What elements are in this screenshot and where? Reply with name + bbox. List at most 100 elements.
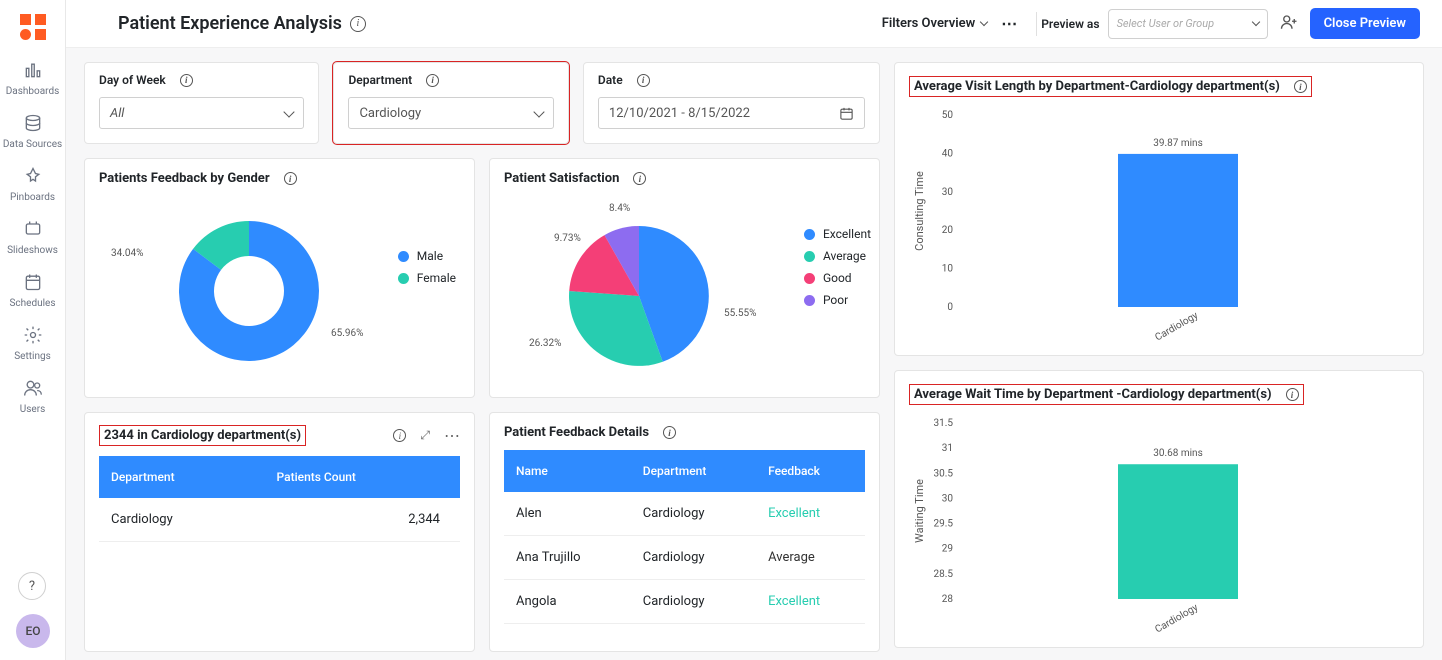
info-icon[interactable]: i [663, 426, 676, 439]
svg-text:30.68 mins: 30.68 mins [1153, 448, 1202, 459]
sidebar-item-datasources[interactable]: Data Sources [3, 113, 63, 150]
pie-label: 8.4% [609, 203, 630, 214]
sidebar-item-schedules[interactable]: Schedules [3, 272, 63, 309]
legend-item: Average [804, 249, 871, 263]
info-icon[interactable]: i [637, 74, 650, 87]
wait-time-panel: Average Wait Time by Department -Cardiol… [894, 370, 1424, 648]
filter-day-of-week: Day of Weeki All [84, 62, 319, 144]
chevron-down-icon [533, 106, 544, 117]
table-row[interactable]: AngolaCardiologyExcellent [504, 580, 865, 624]
panel-title: Patient Feedback Details [504, 425, 649, 440]
table-row[interactable]: Ana TrujilloCardiologyAverage [504, 536, 865, 580]
count-panel-title: 2344 in Cardiology department(s) [99, 425, 306, 446]
preview-as-label: Preview as [1041, 17, 1099, 31]
legend-label: Excellent [823, 227, 871, 241]
count-table: Department Patients Count Cardiology2,34… [99, 456, 460, 542]
table-row[interactable]: Cardiology2,344 [99, 498, 460, 542]
feedback-table: Name Department Feedback AlenCardiologyE… [504, 450, 865, 624]
pie-label: 26.32% [529, 338, 561, 349]
page-title: Patient Experience Analysis [118, 13, 342, 34]
legend-item: Excellent [804, 227, 871, 241]
svg-text:29.5: 29.5 [934, 519, 954, 530]
filters-overview-button[interactable]: Filters Overview [882, 16, 988, 31]
svg-text:50: 50 [942, 110, 954, 121]
day-of-week-select[interactable]: All [99, 97, 304, 129]
info-icon[interactable]: i [1286, 388, 1299, 401]
wait-time-bar-chart: Waiting Time2828.52929.53030.53131.530.6… [909, 405, 1407, 639]
svg-text:Cardiology: Cardiology [1153, 310, 1200, 343]
info-icon[interactable]: i [350, 16, 366, 32]
info-icon[interactable]: i [180, 74, 193, 87]
add-user-icon[interactable] [1280, 13, 1298, 35]
pie-label: 55.55% [724, 308, 756, 319]
donut-label-female: 34.04% [111, 248, 143, 259]
close-preview-button[interactable]: Close Preview [1310, 8, 1420, 39]
more-menu-button[interactable]: ⋯ [1001, 14, 1018, 33]
table-row[interactable]: AlenCardiologyExcellent [504, 492, 865, 536]
sidebar-item-dashboards[interactable]: Dashboards [3, 60, 63, 97]
more-icon[interactable]: ⋯ [444, 426, 460, 445]
svg-text:28.5: 28.5 [934, 569, 954, 580]
svg-text:10: 10 [942, 264, 954, 275]
svg-text:30: 30 [942, 493, 954, 504]
divider [1036, 12, 1037, 36]
chevron-down-icon [284, 106, 295, 117]
filter-value: Cardiology [359, 106, 421, 121]
legend-label: Average [823, 249, 866, 263]
filter-department: Department i Cardiology [333, 62, 568, 144]
sidebar-item-pinboards[interactable]: Pinboards [3, 166, 63, 203]
svg-text:20: 20 [942, 225, 954, 236]
table-header[interactable]: Name [504, 450, 631, 492]
table-header[interactable]: Feedback [756, 450, 865, 492]
legend-label: Male [417, 249, 443, 263]
donut-label-male: 65.96% [331, 328, 363, 339]
preview-select-placeholder: Select User or Group [1117, 17, 1215, 30]
sidebar-item-slideshows[interactable]: Slideshows [3, 219, 63, 256]
legend-item: Female [398, 271, 456, 285]
gender-donut-chart: 65.96% 34.04% [99, 186, 379, 376]
expand-icon[interactable]: ⤢ [420, 428, 430, 443]
table-header[interactable]: Department [631, 450, 756, 492]
info-icon[interactable]: i [633, 172, 646, 185]
department-select[interactable]: Cardiology [348, 97, 553, 129]
svg-text:Cardiology: Cardiology [1153, 602, 1200, 635]
preview-as-select[interactable]: Select User or Group [1108, 9, 1268, 39]
svg-text:39.87 mins: 39.87 mins [1153, 138, 1202, 149]
count-panel: 2344 in Cardiology department(s) i ⤢ ⋯ D… [84, 412, 475, 652]
calendar-icon [839, 106, 854, 121]
help-button[interactable]: ? [18, 572, 46, 600]
info-icon[interactable]: i [393, 429, 406, 442]
sidebar-item-settings[interactable]: Settings [3, 325, 63, 362]
svg-text:28: 28 [942, 594, 954, 605]
filter-label: Date [598, 73, 623, 87]
legend-item: Poor [804, 293, 871, 307]
svg-text:40: 40 [942, 148, 954, 159]
table-header[interactable]: Patients Count [265, 456, 460, 498]
panel-title: Patient Satisfaction [504, 171, 619, 186]
panel-title: Average Wait Time by Department -Cardiol… [914, 387, 1272, 402]
filter-date: Date i 12/10/2021 - 8/15/2022 [583, 62, 880, 144]
info-icon[interactable]: i [284, 172, 297, 185]
filter-label: Department [348, 73, 412, 87]
svg-text:29: 29 [942, 544, 953, 555]
dashboard-canvas: Day of Weeki All Departmenti Cardiology … [66, 48, 1442, 660]
legend-item: Male [398, 249, 456, 263]
satisfaction-chart-panel: Patient Satisfactioni 55.55% 26.32% 9.73… [489, 158, 880, 398]
info-icon[interactable]: i [426, 74, 439, 87]
table-header[interactable]: Department [99, 456, 265, 498]
filters-overview-label: Filters Overview [882, 16, 976, 31]
svg-text:Consulting Time: Consulting Time [913, 171, 926, 251]
legend-label: Poor [823, 293, 848, 307]
panel-title: Patients Feedback by Gender [99, 171, 270, 186]
svg-text:Waiting Time: Waiting Time [913, 479, 926, 543]
legend-item: Good [804, 271, 871, 285]
legend-label: Good [823, 271, 852, 285]
panel-title: Average Visit Length by Department-Cardi… [914, 79, 1280, 94]
info-icon[interactable]: i [1294, 80, 1307, 93]
date-range-input[interactable]: 12/10/2021 - 8/15/2022 [598, 97, 865, 129]
visit-length-panel: Average Visit Length by Department-Cardi… [894, 62, 1424, 356]
feedback-panel: Patient Feedback Details i Name Departmen… [489, 412, 880, 652]
svg-text:0: 0 [947, 302, 953, 313]
avatar[interactable]: EO [16, 614, 50, 648]
sidebar-item-users[interactable]: Users [3, 378, 63, 415]
